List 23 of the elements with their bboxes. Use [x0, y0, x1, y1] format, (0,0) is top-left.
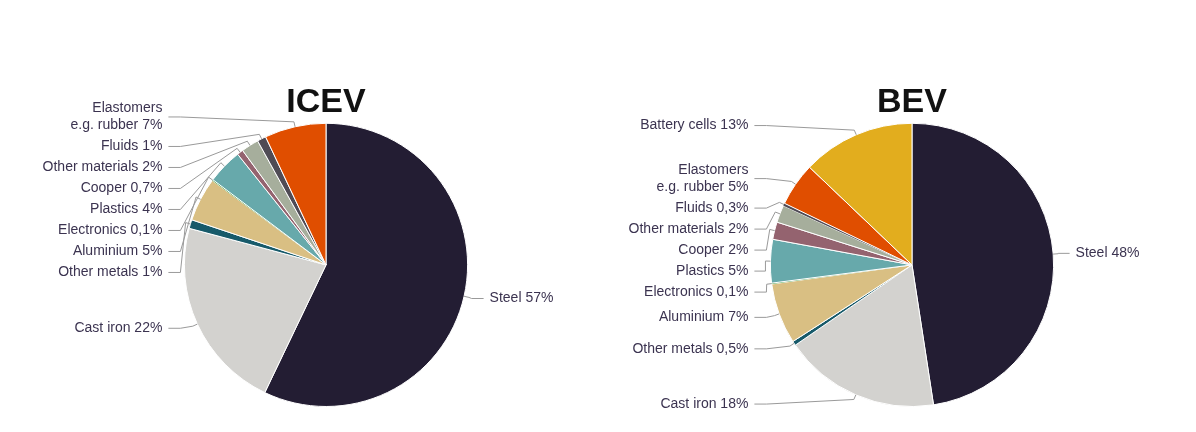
- slice-label: Cast iron 18%: [660, 394, 749, 411]
- slice-label: Cooper 0,7%: [80, 179, 163, 196]
- slice-label: Aluminium 5%: [72, 242, 163, 259]
- slice-label: Fluids 1%: [100, 137, 163, 154]
- slice-label: Electronics 0,1%: [644, 282, 749, 299]
- slice-label: Other metals 1%: [58, 263, 163, 280]
- slice-label: Cast iron 22%: [74, 319, 163, 336]
- slice-label: Other materials 2%: [628, 219, 749, 236]
- slice-label: Fluids 0,3%: [675, 198, 749, 215]
- slice-label: Other metals 0,5%: [632, 339, 749, 356]
- slice-label: Steel 57%: [489, 289, 554, 306]
- slice-label: Other materials 2%: [42, 158, 163, 175]
- slice-label: Battery cells 13%: [640, 116, 749, 133]
- slice-label: Plastics 5%: [676, 261, 749, 278]
- slice-label: Steel 48%: [1075, 244, 1140, 261]
- chart-title: ICEV: [286, 80, 366, 119]
- slice-label: Aluminium 7%: [658, 308, 749, 325]
- slice-label: Elastomers e.g. rubber 5%: [656, 160, 749, 194]
- slice-label: Elastomers e.g. rubber 7%: [70, 99, 163, 133]
- slice-label: Electronics 0,1%: [58, 221, 163, 238]
- slice-label: Plastics 4%: [90, 200, 163, 217]
- slice-label: Cooper 2%: [678, 240, 749, 257]
- chart-title: BEV: [877, 80, 948, 119]
